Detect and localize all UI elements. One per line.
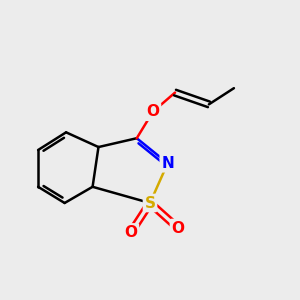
Text: O: O	[146, 104, 159, 119]
Text: S: S	[145, 196, 155, 211]
Text: N: N	[161, 156, 174, 171]
Text: O: O	[172, 220, 184, 236]
Text: O: O	[124, 225, 137, 240]
